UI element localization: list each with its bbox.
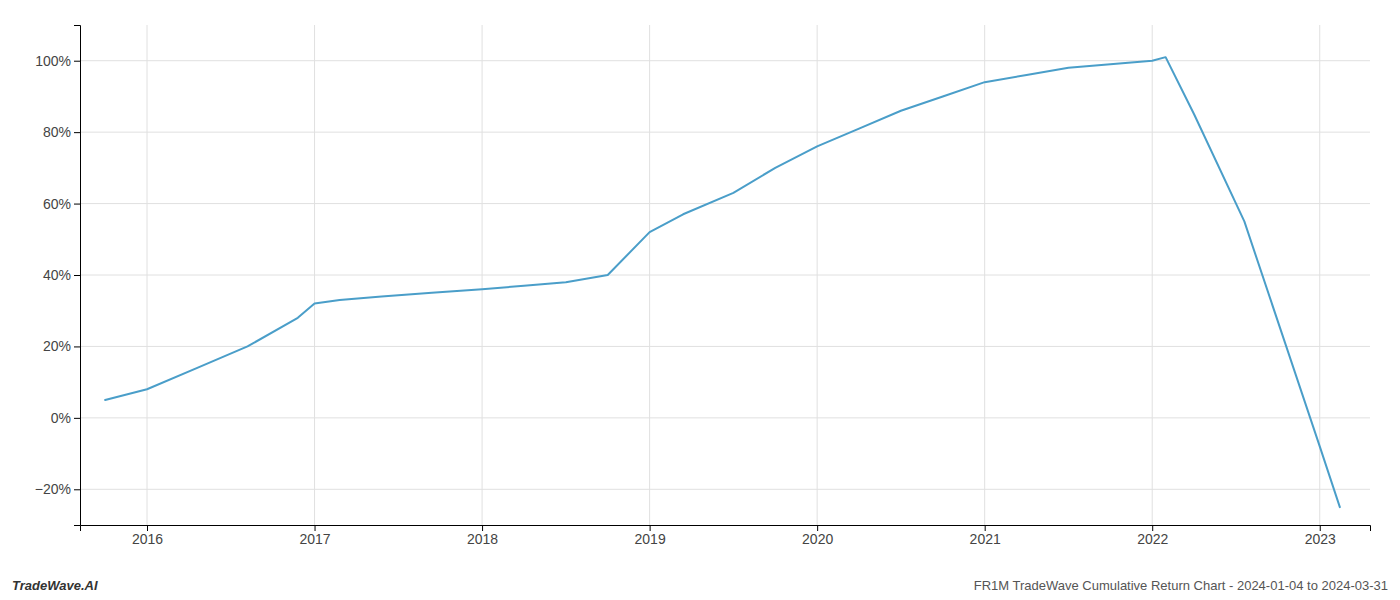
tick: 2016 [132, 525, 163, 547]
tick: −20% [35, 481, 80, 497]
tick: 100% [35, 53, 80, 69]
tick-label: 80% [43, 124, 71, 140]
tick-label: −20% [35, 481, 71, 497]
tick-label: 2016 [132, 531, 163, 547]
tick-label: 2017 [299, 531, 330, 547]
tick-label: 60% [43, 196, 71, 212]
tick: 2017 [299, 525, 330, 547]
tick-label: 2018 [467, 531, 498, 547]
annotation: FR1M TradeWave Cumulative Return Chart -… [974, 578, 1388, 593]
tick: 80% [43, 124, 80, 140]
grid-line-y [80, 346, 1370, 347]
tick-label: 100% [35, 53, 71, 69]
tick-mark [74, 132, 80, 133]
axis-line [81, 526, 1371, 532]
grid-line-y [80, 132, 1370, 133]
tick-label: 0% [51, 410, 71, 426]
tick-label: 2022 [1137, 531, 1168, 547]
x-axis: 2016 2017 2018 2019 2020 2021 2022 2023 [81, 525, 1371, 547]
tick-label: 2020 [802, 531, 833, 547]
tick: 0% [51, 410, 80, 426]
tick-mark [74, 204, 80, 205]
tick-mark [74, 275, 80, 276]
tick: 2023 [1305, 525, 1336, 547]
tick: 2019 [635, 525, 666, 547]
tick-mark [74, 418, 80, 419]
tick: 40% [43, 267, 80, 283]
tick-mark [74, 61, 80, 62]
tick: 2022 [1137, 525, 1168, 547]
tick: 20% [43, 338, 80, 354]
grid-line-y [80, 60, 1370, 61]
marks [105, 57, 1340, 507]
grid [80, 25, 1370, 525]
tick-label: 40% [43, 267, 71, 283]
tick-label: 2021 [970, 531, 1001, 547]
tick: 60% [43, 196, 80, 212]
tick: 2020 [802, 525, 833, 547]
tick-mark [74, 489, 80, 490]
grid-line-y [80, 417, 1370, 418]
line [105, 57, 1340, 507]
tick-label: 20% [43, 338, 71, 354]
tick-label: 2023 [1305, 531, 1336, 547]
y-axis: −20% 0% 20% 40% 60% 80% 100% [35, 26, 81, 526]
axis-line [74, 26, 81, 526]
tick: 2021 [970, 525, 1001, 547]
plot-area: 2016 2017 2018 2019 2020 2021 2022 2023 −20% 0% 20… [35, 25, 1371, 547]
grid-line-y [80, 203, 1370, 204]
tick-label: 2019 [635, 531, 666, 547]
tick: 2018 [467, 525, 498, 547]
chart-svg: 2016 2017 2018 2019 2020 2021 2022 2023 −20% 0% 20… [0, 0, 1400, 600]
annotation: TradeWave.AI [12, 578, 98, 593]
grid-line-y [80, 275, 1370, 276]
grid-line-y [80, 489, 1370, 490]
footer: TradeWave.AI FR1M TradeWave Cumulative Re… [12, 578, 1388, 593]
tick-mark [74, 346, 80, 347]
